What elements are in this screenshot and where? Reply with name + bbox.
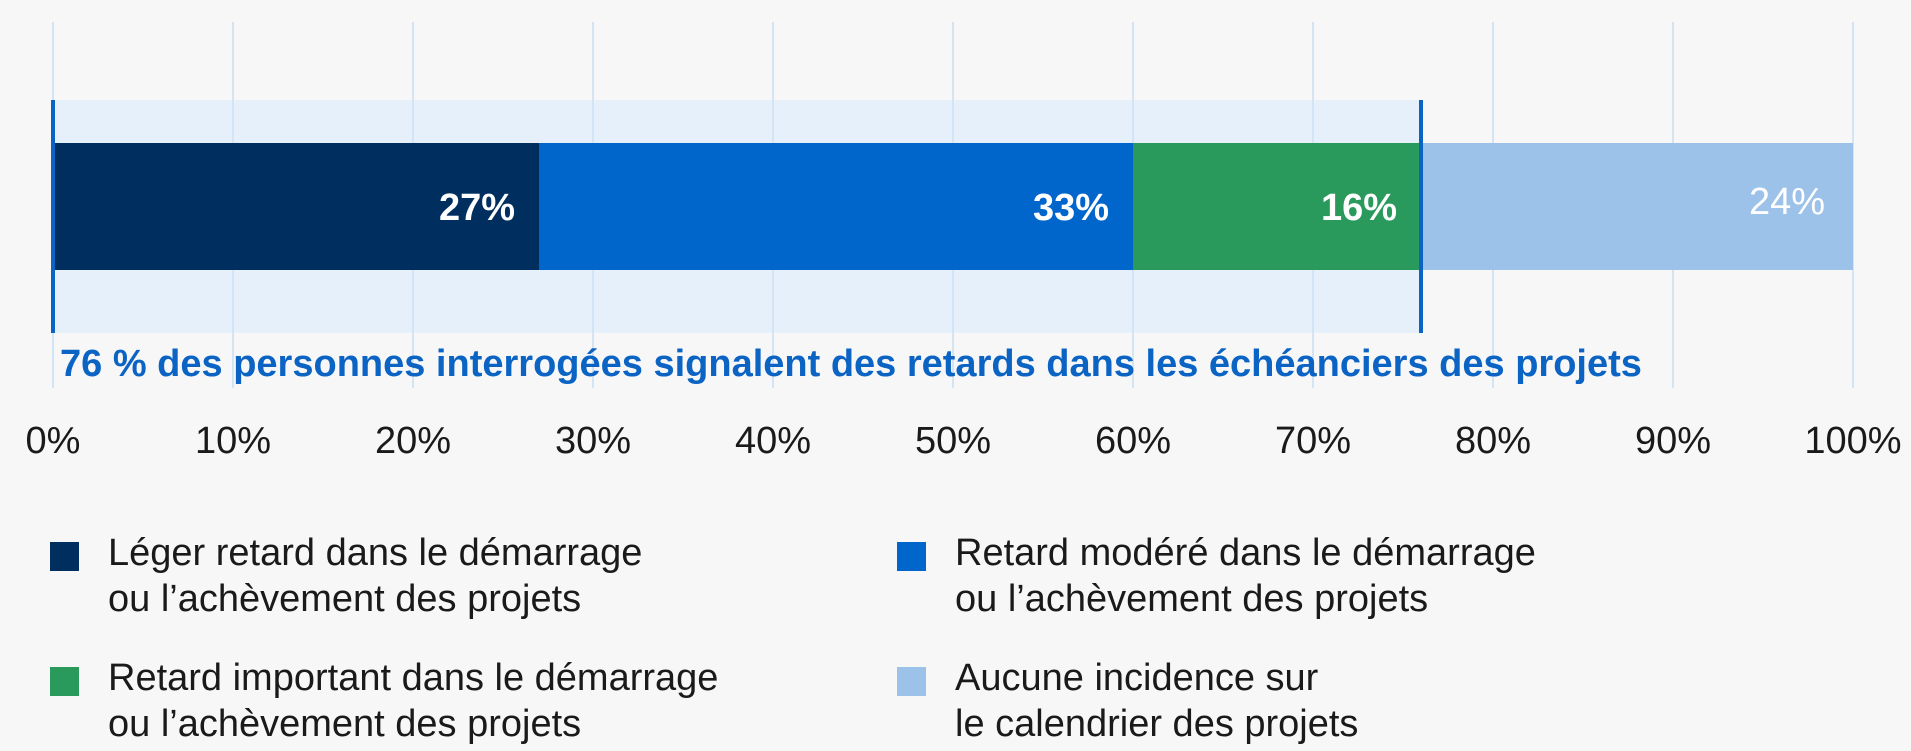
value-label: 33% bbox=[1033, 187, 1109, 229]
legend-item: Retard important dans le démarrage ou l’… bbox=[50, 655, 718, 747]
x-tick-label: 50% bbox=[915, 420, 991, 462]
chart: 76 % des personnes interrogées signalent… bbox=[26, 22, 1902, 462]
legend-label: Aucune incidence sur le calendrier des p… bbox=[955, 657, 1359, 745]
x-tick-label: 30% bbox=[555, 420, 631, 462]
legend: Léger retard dans le démarrage ou l’achè… bbox=[0, 530, 1911, 751]
annotation: 76 % des personnes interrogées signalent… bbox=[60, 343, 1642, 385]
legend-item: Léger retard dans le démarrage ou l’achè… bbox=[50, 530, 642, 622]
bar-segment bbox=[1421, 143, 1853, 270]
legend-label: Retard modéré dans le démarrage ou l’ach… bbox=[955, 532, 1536, 620]
legend-swatch bbox=[897, 542, 926, 571]
legend-label: Léger retard dans le démarrage ou l’achè… bbox=[108, 532, 643, 620]
value-label: 24% bbox=[1749, 181, 1825, 223]
bar-segment bbox=[539, 143, 1133, 270]
x-tick-label: 40% bbox=[735, 420, 811, 462]
legend-item: Retard modéré dans le démarrage ou l’ach… bbox=[897, 530, 1536, 622]
legend-item: Aucune incidence sur le calendrier des p… bbox=[897, 655, 1358, 747]
x-tick-label: 0% bbox=[26, 420, 81, 462]
legend-label: Retard important dans le démarrage ou l’… bbox=[108, 657, 719, 745]
legend-swatch bbox=[50, 542, 79, 571]
bar-segment bbox=[1133, 143, 1421, 270]
value-label: 27% bbox=[439, 187, 515, 229]
plot bbox=[51, 22, 1854, 388]
x-tick-label: 60% bbox=[1095, 420, 1171, 462]
bar-segment bbox=[53, 143, 539, 270]
legend-swatch bbox=[50, 667, 79, 696]
x-tick-label: 10% bbox=[195, 420, 271, 462]
value-label: 16% bbox=[1321, 187, 1397, 229]
x-tick-label: 20% bbox=[375, 420, 451, 462]
x-tick-label: 70% bbox=[1275, 420, 1351, 462]
x-tick-label: 100% bbox=[1804, 420, 1901, 462]
x-tick-label: 90% bbox=[1635, 420, 1711, 462]
legend-swatch bbox=[897, 667, 926, 696]
x-tick-label: 80% bbox=[1455, 420, 1531, 462]
